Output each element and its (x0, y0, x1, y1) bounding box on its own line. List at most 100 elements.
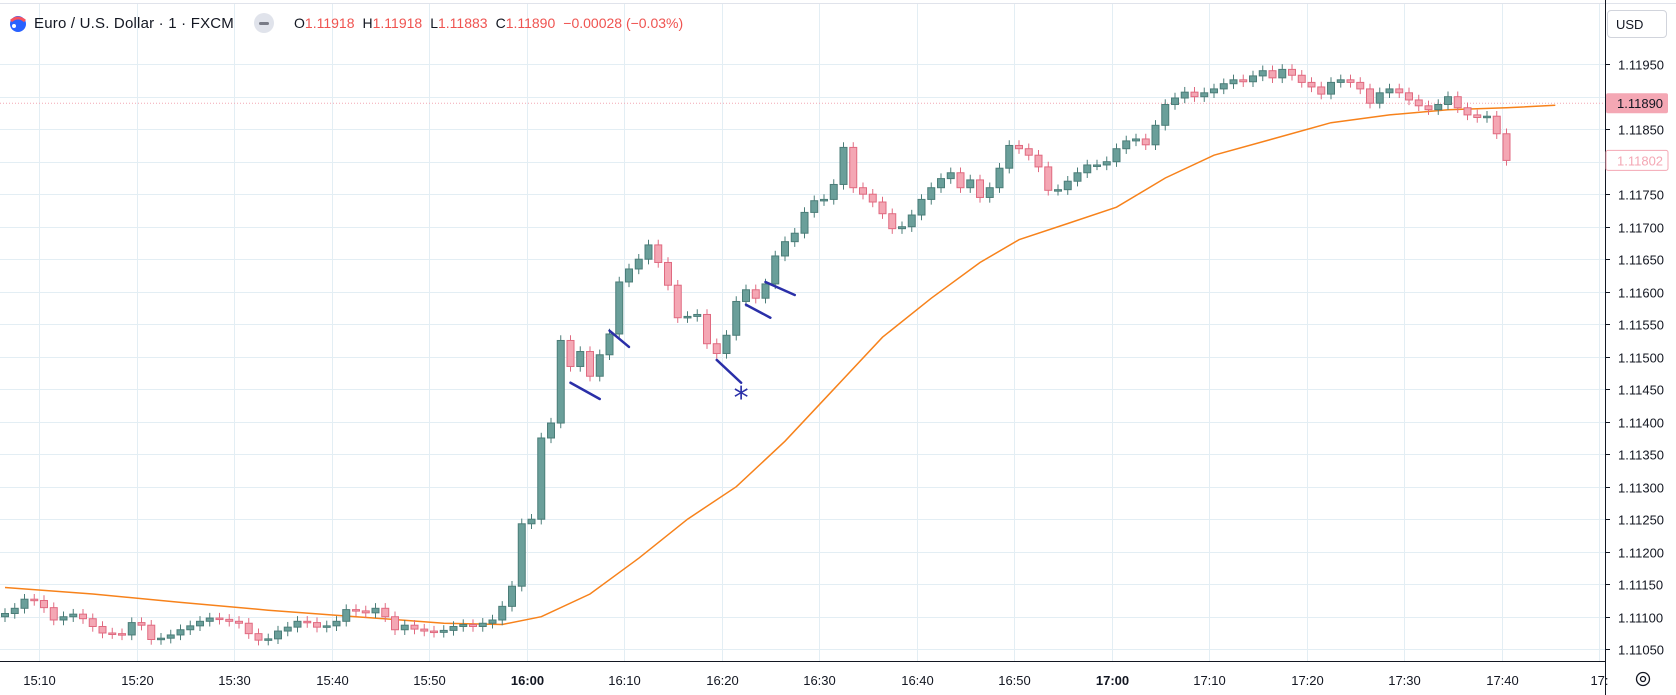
candle (469, 619, 477, 632)
candle-body-up (1005, 144, 1014, 169)
close-value: 1.11890 (505, 15, 556, 31)
candle-body-up (1210, 88, 1218, 94)
candle-body-down (430, 630, 438, 634)
y-tick-label: 1.11600 (1618, 286, 1664, 301)
candle-body-down (1395, 88, 1404, 94)
candle-body-down (1473, 114, 1482, 119)
candle-body-down (1463, 107, 1472, 116)
candle (693, 309, 702, 322)
eye-toggle-icon[interactable] (254, 13, 275, 33)
candle (196, 616, 204, 632)
price-scale[interactable]: 1.119501.119001.118501.118001.117501.117… (1605, 58, 1664, 658)
candle (1278, 64, 1287, 84)
candle-body-up (1229, 79, 1238, 85)
candle-body-up (20, 598, 29, 609)
candle-body-up (1161, 104, 1170, 126)
candle (186, 620, 195, 635)
candle-body-up (995, 167, 1004, 189)
candle-body-up (800, 211, 809, 234)
candle (654, 239, 663, 268)
candle-body-up (69, 613, 78, 618)
candle-body-down (118, 633, 126, 636)
candle (1327, 77, 1335, 100)
candle-body-up (449, 625, 458, 631)
asterisk-marker: * (734, 381, 749, 416)
candle (1473, 109, 1482, 123)
y-tick-label: 1.11700 (1618, 221, 1664, 236)
candle (20, 593, 29, 614)
candle (1083, 159, 1092, 178)
candle (1405, 87, 1413, 106)
candle (1414, 94, 1423, 112)
chart-settings-icon[interactable] (1632, 668, 1654, 690)
currency-button[interactable]: USD (1607, 10, 1667, 38)
candle (98, 621, 107, 639)
candle-body-up (556, 339, 565, 424)
candle (1375, 87, 1384, 109)
candle (1161, 99, 1170, 131)
candle-body-down (654, 244, 663, 263)
candle (537, 432, 546, 525)
candle-body-up (508, 585, 516, 607)
candle-body-up (790, 232, 799, 243)
candle-body-down (313, 622, 321, 628)
candle (1200, 87, 1209, 102)
candle-body-down (1034, 154, 1043, 168)
candle (1024, 143, 1033, 161)
candle-body-down (566, 339, 575, 367)
candle-body-up (576, 351, 585, 367)
symbol-title[interactable]: Euro / U.S. Dollar · 1 · FXCM (34, 14, 235, 32)
candle (644, 239, 653, 265)
candle-body-up (1073, 172, 1082, 182)
candle-body-up (1249, 75, 1257, 83)
candle (1093, 159, 1101, 171)
candle-body-up (1219, 83, 1228, 90)
candle (927, 182, 936, 205)
candle (1258, 65, 1267, 82)
secondary-price-label-bg (1605, 149, 1669, 171)
time-scale[interactable]: 15:10 15:20 15:30 15:40 15:50 16:00 16:10 16:20… (23, 673, 1608, 688)
candle-body-up (595, 354, 604, 377)
last-price-label-bg (1606, 93, 1668, 114)
candle (742, 284, 750, 307)
candle-body-down (1453, 96, 1462, 109)
candle-body-down (303, 620, 312, 624)
candle (888, 208, 897, 234)
candle-body-up (985, 187, 994, 198)
candle (498, 601, 507, 626)
candle (683, 311, 692, 323)
last-price-label: 1.11890 (1617, 96, 1663, 111)
candle-body-up (966, 179, 975, 189)
candle (1132, 133, 1140, 147)
candle-body-up (634, 258, 643, 270)
candle-body-up (1444, 96, 1452, 106)
candle (264, 633, 273, 646)
candle-body-up (898, 226, 906, 230)
candle-body-up (59, 616, 68, 621)
candle-body-up (927, 187, 936, 200)
price-labels: 1.11890 1.11802 (1605, 93, 1669, 171)
candle (878, 196, 887, 219)
candles (1, 64, 1511, 646)
candle (937, 173, 945, 193)
candle (352, 604, 360, 617)
candle-body-up (322, 625, 331, 628)
x-tick-label: 15:20 (121, 673, 154, 688)
user-drawings[interactable]: * (569, 280, 796, 416)
candle-body-down (352, 609, 360, 612)
candle (430, 625, 438, 638)
candle-body-up (205, 617, 214, 622)
candle (1288, 64, 1296, 81)
candle (1249, 70, 1257, 87)
candle (615, 276, 624, 340)
candle (1151, 120, 1160, 151)
x-tick-label: 16:50 (998, 673, 1031, 688)
high-value: 1.11918 (372, 15, 423, 31)
candle (244, 618, 253, 639)
candle (1444, 91, 1452, 110)
secondary-price-label: 1.11802 (1617, 153, 1663, 168)
candle-body-down (147, 624, 156, 640)
candle (595, 349, 604, 382)
candle (829, 179, 838, 205)
